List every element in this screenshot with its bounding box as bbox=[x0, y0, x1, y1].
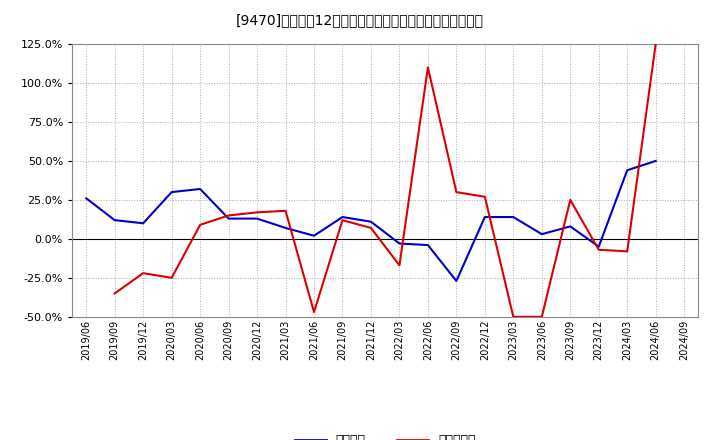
経常利益 bbox=[566, 224, 575, 229]
当期純利益 bbox=[480, 194, 489, 199]
当期純利益 bbox=[310, 309, 318, 315]
当期純利益 bbox=[652, 41, 660, 47]
経常利益 bbox=[253, 216, 261, 221]
当期純利益 bbox=[167, 275, 176, 280]
経常利益 bbox=[310, 233, 318, 238]
Line: 経常利益: 経常利益 bbox=[86, 161, 656, 281]
経常利益 bbox=[595, 244, 603, 249]
経常利益 bbox=[110, 217, 119, 223]
当期純利益 bbox=[537, 314, 546, 319]
経常利益 bbox=[509, 214, 518, 220]
当期純利益 bbox=[452, 190, 461, 195]
経常利益 bbox=[82, 196, 91, 201]
経常利益 bbox=[225, 216, 233, 221]
経常利益 bbox=[480, 214, 489, 220]
当期純利益 bbox=[253, 210, 261, 215]
経常利益 bbox=[282, 225, 290, 231]
Text: [9470]　利益の12か月移動合計の対前年同期増減率の推移: [9470] 利益の12か月移動合計の対前年同期増減率の推移 bbox=[236, 13, 484, 27]
当期純利益 bbox=[509, 314, 518, 319]
経常利益 bbox=[366, 219, 375, 224]
経常利益 bbox=[452, 279, 461, 284]
経常利益 bbox=[395, 241, 404, 246]
当期純利益 bbox=[282, 208, 290, 213]
経常利益 bbox=[139, 220, 148, 226]
当期純利益 bbox=[196, 222, 204, 227]
当期純利益 bbox=[595, 247, 603, 253]
当期純利益 bbox=[395, 263, 404, 268]
当期純利益 bbox=[139, 271, 148, 276]
当期純利益 bbox=[338, 217, 347, 223]
Legend: 経常利益, 当期純利益: 経常利益, 当期純利益 bbox=[289, 429, 481, 440]
当期純利益 bbox=[225, 213, 233, 218]
当期純利益 bbox=[623, 249, 631, 254]
経常利益 bbox=[338, 214, 347, 220]
当期純利益 bbox=[566, 197, 575, 202]
経常利益 bbox=[623, 168, 631, 173]
経常利益 bbox=[167, 190, 176, 195]
経常利益 bbox=[652, 158, 660, 164]
経常利益 bbox=[196, 186, 204, 191]
当期純利益 bbox=[110, 291, 119, 296]
経常利益 bbox=[537, 231, 546, 237]
当期純利益 bbox=[366, 225, 375, 231]
当期純利益 bbox=[423, 65, 432, 70]
Line: 当期純利益: 当期純利益 bbox=[114, 44, 656, 317]
経常利益 bbox=[423, 242, 432, 248]
